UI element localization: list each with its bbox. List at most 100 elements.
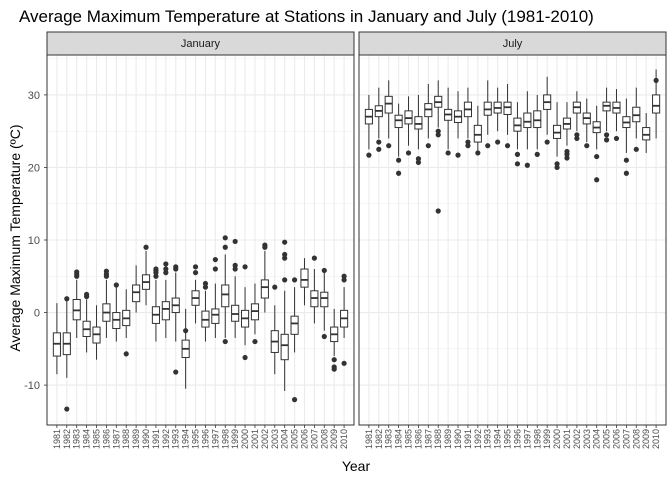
outlier-point <box>415 156 422 162</box>
outlier-point <box>232 238 238 245</box>
x-tick-label: 1993 <box>483 429 493 449</box>
box-1989 <box>444 87 453 156</box>
box-1997 <box>523 91 532 168</box>
box-2001 <box>562 102 572 161</box>
outlier-point <box>376 146 382 152</box>
x-tick-label: 2008 <box>319 429 329 449</box>
box-iqr <box>384 95 393 114</box>
outlier-point <box>222 244 228 250</box>
y-tick-label: 30 <box>28 90 40 102</box>
box-iqr <box>473 124 482 143</box>
outlier-point <box>495 139 501 145</box>
y-tick-label: 0 <box>34 308 40 320</box>
x-tick-label: 1994 <box>181 429 191 449</box>
outlier-point <box>623 170 629 176</box>
box-2003 <box>270 284 279 375</box>
box-iqr <box>161 301 170 321</box>
outlier-point <box>623 157 629 163</box>
x-tick-label: 1998 <box>220 429 230 449</box>
outlier-point <box>386 143 392 149</box>
outlier-point <box>613 135 620 142</box>
outlier-point <box>192 264 199 270</box>
x-tick-label: 2004 <box>592 429 602 449</box>
x-tick-label: 2001 <box>250 429 260 449</box>
outlier-point <box>64 296 70 302</box>
outlier-point <box>514 161 521 167</box>
outlier-point <box>524 162 530 168</box>
box-1982 <box>62 296 71 412</box>
x-tick-label: 2010 <box>651 429 661 449</box>
outlier-point <box>514 151 521 157</box>
x-tick-label: 1997 <box>522 429 532 449</box>
box-1981 <box>364 94 373 158</box>
x-tick-label: 2002 <box>260 429 270 449</box>
outlier-point <box>153 273 159 279</box>
outlier-point <box>282 251 288 258</box>
x-tick-label: 2007 <box>309 429 319 449</box>
outlier-point <box>212 266 218 272</box>
x-tick-label: 1990 <box>453 429 463 449</box>
outlier-point <box>653 77 659 83</box>
x-tick-label: 1989 <box>443 429 453 449</box>
outlier-point <box>232 266 238 272</box>
box-1986 <box>414 94 423 165</box>
y-axis-title: Average Maximum Temperature (ºC) <box>7 124 23 351</box>
box-iqr <box>523 112 532 129</box>
x-tick-label: 1995 <box>191 429 201 449</box>
box-1982 <box>374 87 383 152</box>
outlier-point <box>376 139 382 145</box>
box-2007 <box>622 98 631 176</box>
x-tick-label: 1982 <box>374 429 384 449</box>
box-1995 <box>191 264 200 324</box>
box-1990 <box>453 91 463 158</box>
panel-july: July 1981 1982 1983 1984 1985 1986 1987 1988 1989… <box>358 31 667 449</box>
outlier-point <box>242 264 248 270</box>
box-1981 <box>52 303 61 375</box>
outlier-point <box>564 148 570 155</box>
x-tick-label: 1996 <box>512 429 522 449</box>
box-1996 <box>201 280 210 342</box>
outlier-point <box>435 128 441 134</box>
box-1984 <box>394 103 403 176</box>
outlier-point <box>282 277 288 283</box>
outlier-point <box>173 264 179 270</box>
outlier-point <box>534 151 540 157</box>
outlier-point <box>64 406 70 412</box>
box-iqr <box>300 268 309 288</box>
outlier-point <box>594 177 600 183</box>
outlier-point <box>291 277 298 283</box>
x-tick-label: 1991 <box>151 429 161 449</box>
outlier-point <box>445 150 451 156</box>
outlier-point <box>143 244 149 250</box>
outlier-point <box>633 146 639 152</box>
x-tick-label: 1993 <box>171 429 181 449</box>
outlier-point <box>405 150 412 156</box>
x-tick-label: 1988 <box>121 429 131 449</box>
box-iqr <box>533 110 542 129</box>
box-1985 <box>404 96 413 156</box>
box-1987 <box>112 282 121 342</box>
x-tick-label: 2005 <box>602 429 612 449</box>
x-tick-label: 1997 <box>210 429 220 449</box>
x-tick-label: 1983 <box>384 429 394 449</box>
box-iqr <box>211 308 220 324</box>
x-tick-label: 1984 <box>394 429 404 449</box>
box-1989 <box>132 265 141 313</box>
x-tick-label: 2009 <box>641 429 651 449</box>
x-tick-label: 2000 <box>552 429 562 449</box>
outlier-point <box>321 267 327 274</box>
outlier-point <box>435 132 441 138</box>
outlier-point <box>396 170 402 176</box>
x-tick-label: 2004 <box>280 429 290 449</box>
outlier-point <box>554 161 560 167</box>
box-1999 <box>543 76 552 145</box>
box-2010 <box>340 273 349 366</box>
outlier-point <box>331 357 337 363</box>
outlier-point <box>153 266 159 272</box>
box-2004 <box>592 105 601 183</box>
box-iqr <box>221 284 230 308</box>
x-tick-label: 1989 <box>131 429 141 449</box>
box-2008 <box>320 267 329 340</box>
outlier-point <box>465 139 471 145</box>
x-tick-label: 1983 <box>72 429 82 449</box>
